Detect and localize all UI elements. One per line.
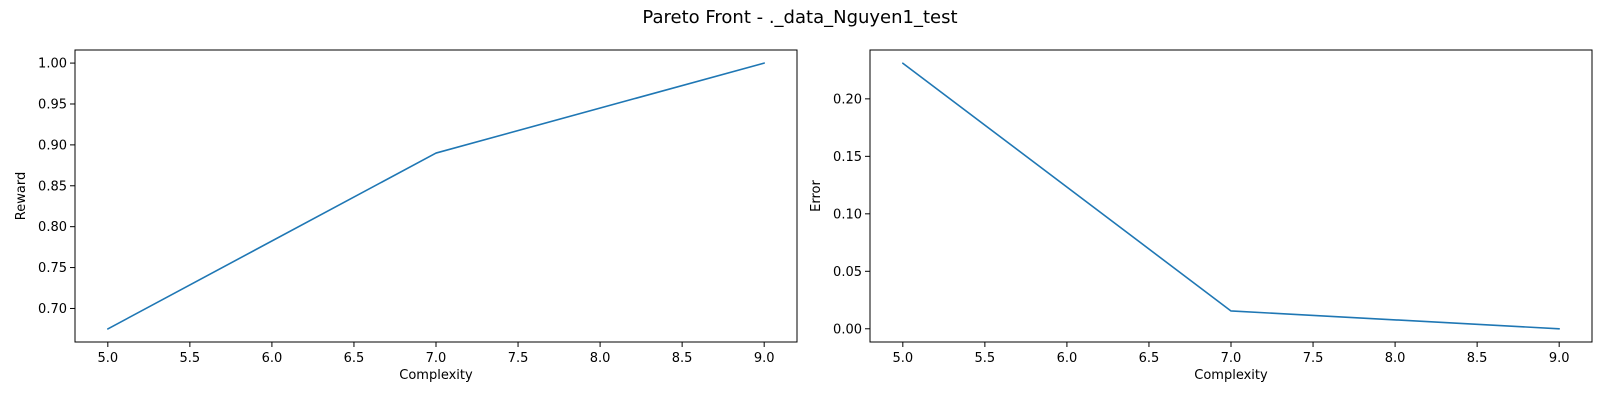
x-tick-label: 6.5 — [344, 351, 365, 366]
y-tick-label: 0.10 — [833, 207, 862, 222]
error-chart: 5.0 5.5 6.0 6.5 7.0 7.5 8.0 8.5 9.0 0.00 0.05 0.10 0… — [809, 49, 1593, 383]
y-tick-label: 1.00 — [38, 57, 67, 72]
y-axis-label: Error — [809, 180, 824, 212]
y-axis-label: Reward — [14, 172, 29, 220]
x-tick-label: 8.0 — [590, 351, 611, 366]
x-tick-label: 9.0 — [754, 351, 775, 366]
x-tick-label: 5.5 — [180, 351, 201, 366]
y-tick-label: 0.70 — [38, 302, 67, 317]
x-tick-label: 6.0 — [1057, 351, 1078, 366]
x-tick-label: 6.0 — [262, 351, 283, 366]
x-tick-label: 5.0 — [892, 351, 913, 366]
reward-chart: 5.0 5.5 6.0 6.5 7.0 7.5 8.0 8.5 9.0 0.70 0.75 0.80 0… — [14, 49, 798, 383]
x-tick-label: 5.5 — [975, 351, 996, 366]
x-tick-label: 7.5 — [508, 351, 529, 366]
x-tick-label: 7.5 — [1303, 351, 1324, 366]
y-tick-label: 0.90 — [38, 138, 67, 153]
reward-series-line — [107, 62, 765, 330]
x-tick-label: 8.5 — [1467, 351, 1488, 366]
axes-frame — [869, 49, 1593, 343]
y-tick-label: 0.05 — [833, 265, 862, 280]
y-tick-label: 0.80 — [38, 220, 67, 235]
x-tick-label: 8.0 — [1385, 351, 1406, 366]
x-axis-label: Complexity — [1194, 368, 1268, 383]
x-tick-label: 7.0 — [426, 351, 447, 366]
y-tick-label: 0.00 — [833, 322, 862, 337]
y-tick-label: 0.20 — [833, 92, 862, 107]
x-tick-label: 7.0 — [1221, 351, 1242, 366]
y-tick-label: 0.85 — [38, 179, 67, 194]
error-series-line — [902, 62, 1560, 330]
figure-title: Pareto Front - ._data_Nguyen1_test — [642, 7, 957, 28]
x-axis-label: Complexity — [399, 368, 473, 383]
y-tick-label: 0.15 — [833, 150, 862, 165]
y-tick-label: 0.75 — [38, 261, 67, 276]
x-tick-label: 8.5 — [672, 351, 693, 366]
x-tick-label: 6.5 — [1139, 351, 1160, 366]
y-tick-label: 0.95 — [38, 97, 67, 112]
axes-frame — [74, 49, 798, 343]
x-tick-label: 5.0 — [97, 351, 118, 366]
x-tick-label: 9.0 — [1549, 351, 1570, 366]
